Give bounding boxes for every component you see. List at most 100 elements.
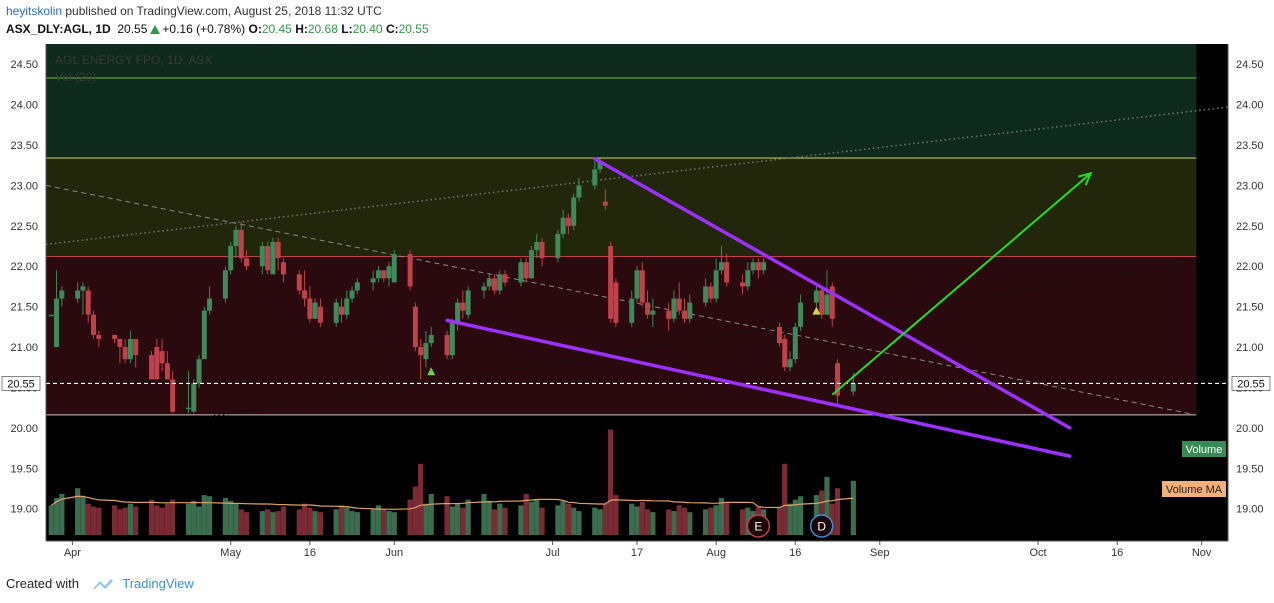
volume-bar [713, 505, 719, 535]
volume-ma-legend-bg [1162, 481, 1226, 497]
candle-body [782, 338, 788, 368]
right-price-tick: 22.50 [1236, 221, 1264, 233]
candle-body [391, 254, 397, 283]
volume-bar [196, 506, 202, 535]
candle-body [386, 266, 392, 279]
volume-bar [418, 463, 424, 535]
candle-body [196, 359, 202, 384]
candle-body [497, 274, 503, 291]
candle-body [460, 302, 466, 311]
volume-bar [681, 507, 688, 535]
price-chart[interactable]: E D AGL ENERGY FPO, 1D, ASX Vol (20) 24.50 24… [0, 44, 1274, 568]
x-tick-label: 16 [304, 547, 316, 559]
volume-bar [534, 499, 540, 535]
candle-body [312, 302, 318, 319]
right-last-price-badge [1231, 376, 1271, 391]
price-zone-red [46, 256, 1197, 415]
up-triangle-icon [150, 25, 161, 34]
tradingview-logo-icon [92, 579, 113, 589]
volume-bar [238, 509, 244, 535]
candle-body [455, 302, 461, 323]
volume-bar [813, 495, 820, 535]
volume-bar [222, 497, 229, 535]
candle-body [571, 197, 577, 226]
candle-body [534, 241, 540, 251]
x-tick-label: 17 [631, 547, 643, 559]
x-tick-label: Oct [1029, 547, 1046, 559]
volume-bar [491, 509, 498, 535]
ohlc-line: ASX_DLY:AGL, 1D 20.55 +0.16 (+0.78%) O:20… [6, 20, 1266, 38]
candle-body [671, 298, 677, 319]
footer: Created with TradingView [6, 576, 194, 591]
candle-body [191, 383, 197, 412]
volume-bar [117, 509, 123, 535]
volume-bar [354, 512, 360, 535]
volume-bar [708, 507, 714, 535]
candle-body [576, 185, 582, 198]
candle-body [302, 290, 308, 299]
right-price-tick: 24.00 [1236, 100, 1264, 112]
volume-bar [164, 503, 170, 535]
x-tick-label: May [220, 547, 241, 559]
candle-body [787, 359, 793, 368]
candle-body [265, 246, 271, 271]
candle-body [613, 282, 619, 323]
volume-bar [333, 509, 339, 535]
volume-bar [486, 500, 492, 535]
left-price-tick: 19.00 [10, 504, 38, 516]
volume-bar [465, 499, 471, 535]
candle-body [629, 298, 635, 323]
volume-bar [80, 496, 86, 535]
volume-bar [671, 511, 677, 535]
volume-ma-line [50, 495, 854, 510]
volume-bar [792, 499, 798, 535]
wedge-trend-line [593, 157, 1072, 430]
candle-body [724, 262, 730, 283]
candle-body [333, 302, 339, 323]
candle-body [112, 334, 118, 339]
last-price: 20.55 [117, 22, 148, 36]
volume-bar [597, 509, 603, 535]
right-price-tick: 23.50 [1236, 140, 1264, 152]
author-link[interactable]: heyitskolin [6, 4, 63, 18]
volume-bar [687, 512, 693, 535]
volume-bar [338, 505, 345, 535]
candle-body [813, 290, 819, 303]
left-price-tick: 19.50 [10, 463, 38, 475]
tradingview-link[interactable]: TradingView [122, 576, 194, 591]
volume-bar [449, 506, 455, 535]
high-label: H: [295, 22, 308, 36]
volume-bar [523, 493, 529, 535]
volume-bar [608, 429, 614, 535]
x-tick-label: Sep [870, 547, 890, 559]
candle-body [639, 270, 645, 303]
candle-body [776, 326, 782, 344]
x-tick-label: Jun [385, 547, 403, 559]
candle-body [48, 314, 54, 317]
x-tick-label: Apr [64, 547, 81, 559]
candle-body [465, 290, 471, 315]
candle-body [80, 286, 86, 291]
target-arrow [831, 172, 1092, 396]
candle-body [528, 250, 534, 279]
volume-bar [454, 503, 461, 535]
candle-body [59, 290, 65, 299]
candle-body [317, 306, 323, 323]
volume-bar [650, 512, 656, 535]
candle-body [296, 274, 302, 291]
volume-bar [53, 497, 60, 535]
candle-body [164, 363, 170, 380]
volume-bar [307, 507, 313, 535]
candle-body [539, 241, 545, 259]
volume-bar [634, 506, 640, 535]
volume-bar [127, 503, 134, 535]
candle-body [518, 262, 524, 283]
earnings-marker: E [746, 514, 771, 538]
candle-body [127, 338, 133, 360]
x-tick-label: Jul [546, 547, 560, 559]
right-price-tick: 22.00 [1236, 261, 1264, 273]
volume-bar [296, 509, 302, 535]
volume-bar [407, 499, 413, 535]
volume-bar [629, 503, 635, 535]
candle-body [233, 229, 239, 247]
